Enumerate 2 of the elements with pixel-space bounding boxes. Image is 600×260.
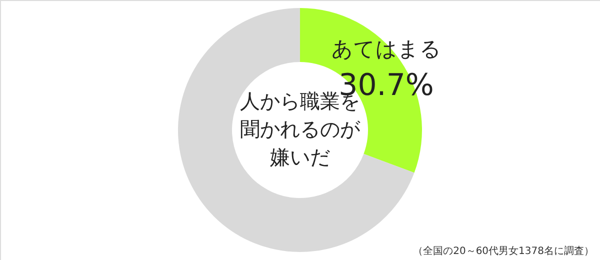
slice-label: あてはまる: [331, 37, 442, 62]
text: （全国の20～60代男女1378名に調査）: [413, 245, 594, 257]
